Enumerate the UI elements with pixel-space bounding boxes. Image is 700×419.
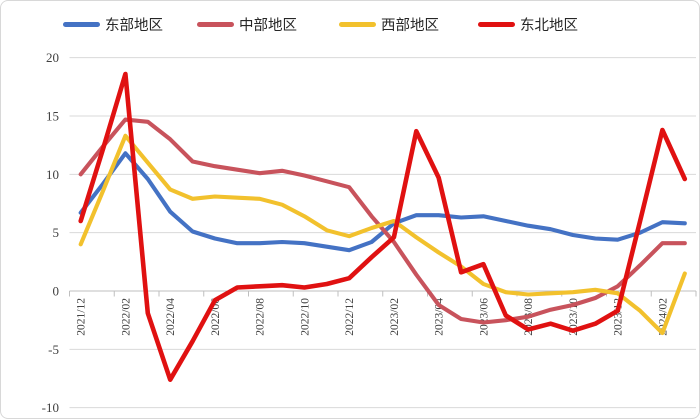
legend-label-west: 西部地区: [381, 17, 439, 34]
series-line-west: [78, 133, 687, 336]
x-tick-label: 2022/04: [165, 298, 177, 336]
x-tick-label: 2022/02: [120, 298, 132, 336]
legend-label-northeast: 东北地区: [520, 17, 578, 34]
y-tick-label: 20: [46, 50, 59, 65]
y-tick-label: 10: [46, 167, 59, 182]
x-tick-label: 2023/12: [613, 298, 625, 336]
x-tick-label: 2022/12: [344, 298, 356, 336]
y-tick-label: 15: [46, 109, 59, 124]
series-line-central: [78, 117, 687, 325]
x-tick-label: 2023/02: [389, 298, 401, 336]
legend-item-central: 中部地区: [197, 13, 297, 35]
legend-item-east: 东部地区: [63, 13, 163, 35]
x-tick-label: 2021/12: [76, 298, 88, 336]
y-tick-label: -5: [48, 342, 59, 357]
west-series-swatch: [339, 21, 376, 27]
legend-item-northeast: 东北地区: [478, 13, 578, 35]
x-tick-label: 2022/08: [255, 298, 267, 336]
x-tick-label: 2022/10: [299, 298, 311, 336]
northeast-series-swatch: [478, 21, 515, 27]
chart-legend: 东部地区 中部地区 西部地区 东北地区: [1, 13, 699, 35]
east-series-swatch: [63, 21, 100, 27]
y-tick-label: 0: [53, 284, 60, 299]
y-tick-label: 5: [53, 225, 60, 240]
central-series-swatch: [197, 21, 234, 27]
legend-label-central: 中部地区: [239, 17, 297, 34]
x-tick-label: 2023/06: [478, 298, 490, 336]
series-line-east: [78, 151, 687, 253]
legend-item-west: 西部地区: [339, 13, 439, 35]
y-tick-label: -10: [42, 400, 59, 415]
series-line-northeast: [78, 71, 688, 383]
legend-label-east: 东部地区: [105, 17, 163, 34]
